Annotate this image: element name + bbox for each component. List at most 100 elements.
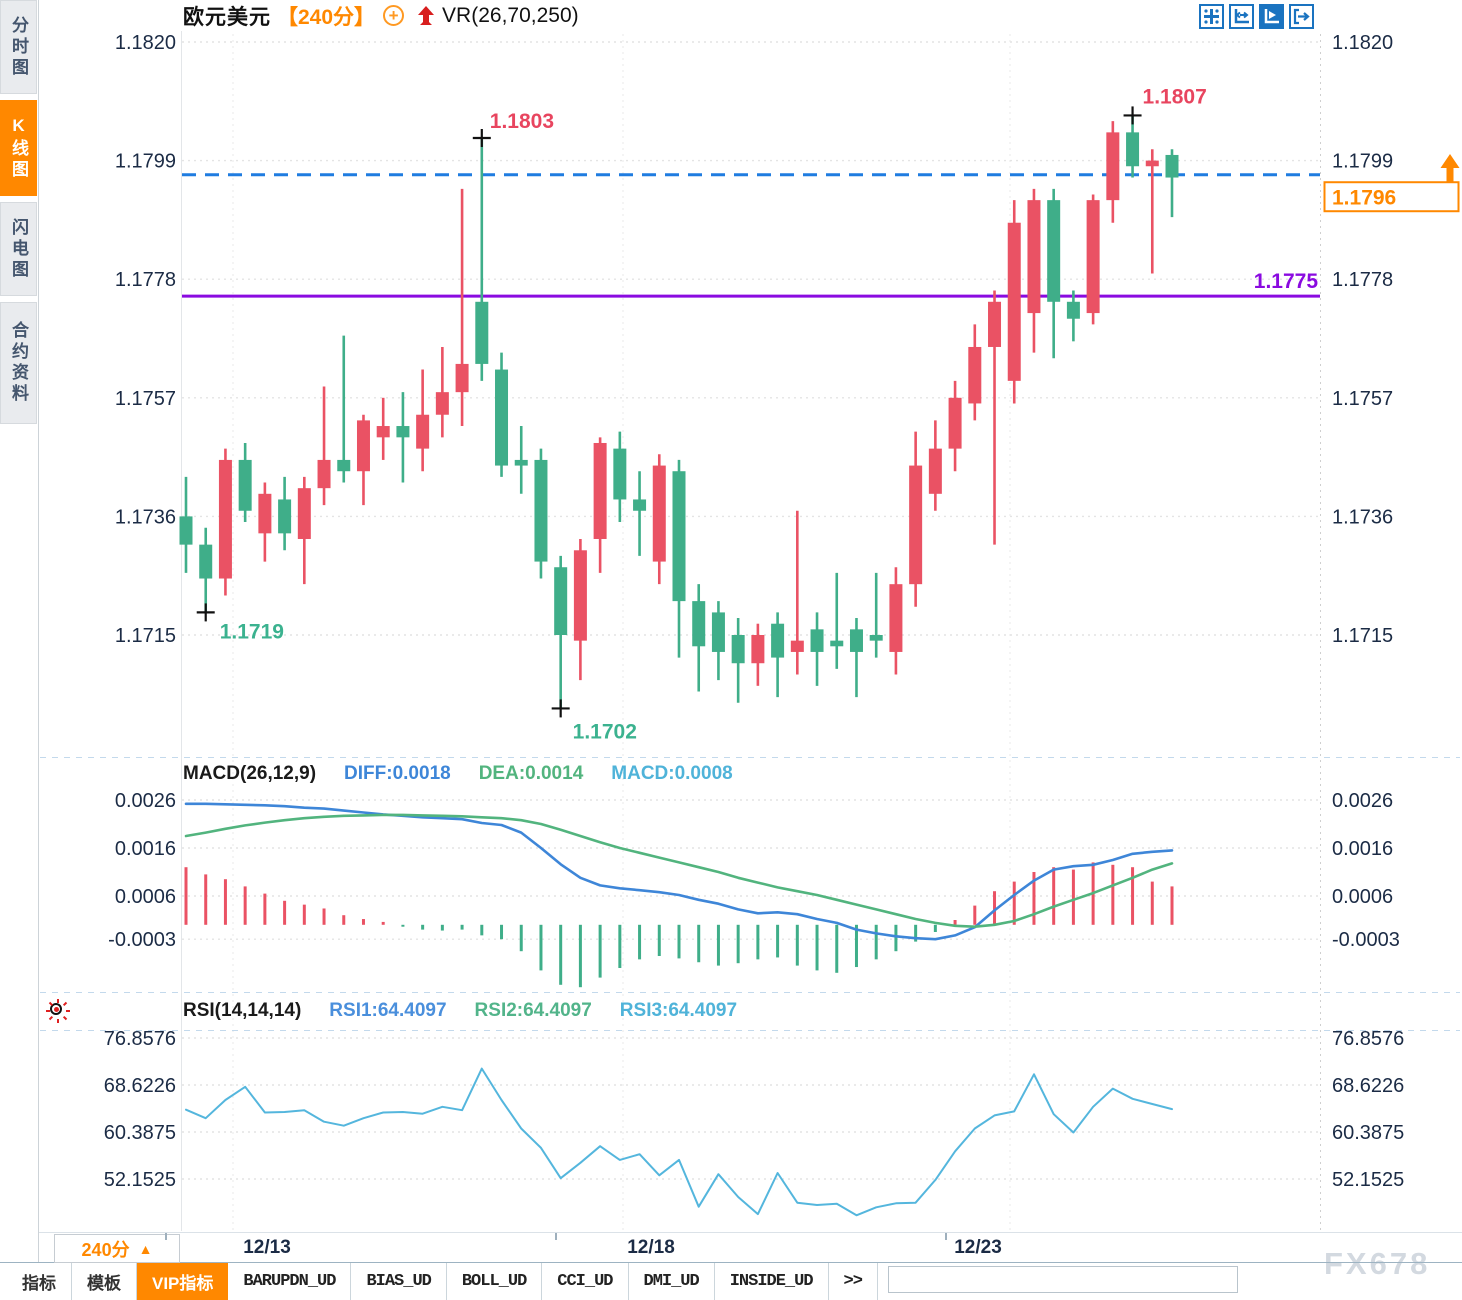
price-tick-right: 1.1799 — [1332, 151, 1393, 173]
sun-ray — [48, 1015, 54, 1021]
chart-header: 欧元美元 【240分】 + VR(26,70,250) — [38, 0, 1462, 31]
macd-tick-right: -0.0003 — [1332, 929, 1400, 951]
candle-body — [573, 550, 587, 641]
macd-legend: MACD(26,12,9) DIFF:0.0018 DEA:0.0014 MACD:0… — [183, 763, 733, 785]
x-axis-tick — [945, 1233, 947, 1240]
candle-body — [396, 426, 410, 438]
rsi-title: RSI(14,14,14) — [183, 1000, 302, 1021]
sun-ray — [46, 1010, 50, 1012]
indicator-tab-vip-[interactable]: VIP指标 — [137, 1263, 229, 1300]
rsi-tick-right: 68.6226 — [1332, 1075, 1404, 1097]
crosshair-icon[interactable] — [1199, 4, 1224, 29]
sidebar-tab-3[interactable]: 合约资料 — [0, 302, 37, 424]
price-tick-right: 1.1736 — [1332, 506, 1393, 528]
chart-canvas[interactable]: 1.1820 1.1820 1.1799 1.1799 1.1778 1.1778 1.17… — [0, 0, 1462, 1232]
candle-body — [258, 493, 272, 534]
candle-body — [790, 640, 804, 652]
rsi-line — [185, 1067, 1173, 1217]
candle-body — [988, 301, 1002, 347]
sidebar-tab-0[interactable]: 分时图 — [0, 0, 37, 94]
price-tick-right: 1.1820 — [1332, 32, 1393, 54]
candle-body — [751, 635, 765, 664]
candle-body — [199, 544, 213, 579]
annotation-label: 1.1807 — [1143, 85, 1207, 108]
macd-tick-left: -0.0003 — [108, 929, 176, 951]
trend-play-icon[interactable] — [1259, 4, 1284, 29]
price-tick-left: 1.1736 — [115, 506, 176, 528]
macd-tick-right: 0.0016 — [1332, 838, 1393, 860]
macd-tick-left: 0.0006 — [115, 886, 176, 908]
indicator-tab-dmi-ud[interactable]: DMI_UD — [629, 1263, 715, 1300]
sun-ray — [62, 1015, 68, 1021]
candle-body — [278, 499, 292, 534]
export-chart-icon[interactable] — [1289, 4, 1314, 29]
rsi-value-0: RSI1:64.4097 — [329, 1000, 447, 1021]
macd-histogram — [184, 862, 1174, 988]
candle-body — [613, 448, 627, 500]
indicator-search-box[interactable] — [887, 1266, 1238, 1293]
vr-indicator-label: VR(26,70,250) — [442, 3, 579, 27]
candle-body — [495, 369, 509, 466]
price-tick-left: 1.1757 — [115, 388, 176, 410]
rsi-tick-left: 68.6226 — [104, 1075, 176, 1097]
sun-dot — [54, 1007, 59, 1012]
indicator-tab-boll-ud[interactable]: BOLL_UD — [447, 1263, 543, 1300]
indicator-tab-barupdn-ud[interactable]: BARUPDN_UD — [228, 1263, 352, 1300]
indicator-tab-inside-ud[interactable]: INSIDE_UD — [715, 1263, 829, 1300]
candle-body — [672, 471, 686, 602]
annotation-label: 1.1803 — [490, 110, 554, 133]
price-marker-value: 1.1796 — [1332, 187, 1396, 210]
sidebar: 分时图 K线图闪电图合约资料 — [0, 0, 39, 1262]
sidebar-tab-2[interactable]: 闪电图 — [0, 202, 37, 296]
timeframe-selector[interactable]: 240分 ▲ — [54, 1234, 180, 1263]
price-marker-arrow-icon — [1440, 154, 1460, 183]
timeframe-label[interactable]: 【240分】 — [277, 5, 376, 29]
macd-tick-right: 0.0006 — [1332, 886, 1393, 908]
axis-scale-icon[interactable] — [1229, 4, 1254, 29]
indicator-tab-bias-ud[interactable]: BIAS_UD — [351, 1263, 447, 1300]
candle-body — [731, 635, 745, 664]
candle-body — [435, 392, 449, 415]
candle-body — [1027, 200, 1041, 314]
candle-body — [948, 397, 962, 449]
sun-ring — [50, 1003, 62, 1015]
candle-body — [317, 459, 331, 489]
rsi-tick-left: 76.8576 — [104, 1028, 176, 1050]
sidebar-tab-1[interactable]: K线图 — [0, 100, 37, 196]
indicator-tab--[interactable]: 指标 — [0, 1263, 72, 1300]
candle-body — [711, 612, 725, 652]
candle-body — [356, 420, 370, 472]
timeframe-value: 240分 — [81, 1239, 130, 1260]
candle-body — [554, 567, 568, 635]
candle-body — [1126, 132, 1140, 167]
macd-value-1: DEA:0.0014 — [478, 763, 584, 784]
candle-body — [238, 459, 252, 511]
price-tick-right: 1.1757 — [1332, 388, 1393, 410]
macd-value-2: MACD:0.0008 — [611, 763, 733, 784]
support-label: 1.1775 — [1254, 270, 1319, 293]
candle-body — [1047, 200, 1061, 302]
price-tick-left: 1.1799 — [115, 151, 176, 173]
add-compare-icon[interactable]: + — [383, 5, 405, 26]
rsi-tick-left: 52.1525 — [104, 1169, 176, 1191]
candle-body — [810, 629, 824, 652]
candle-body — [179, 516, 193, 545]
candle-body — [1145, 160, 1159, 167]
annotation-1.1719: 1.1719 — [196, 603, 284, 643]
rsi-tick-left: 60.3875 — [104, 1122, 176, 1144]
diff-line — [184, 802, 1174, 941]
indicator-tab--[interactable]: 模板 — [72, 1263, 137, 1300]
indicator-settings-icon[interactable] — [46, 999, 70, 1023]
candle-body — [297, 488, 311, 539]
candle-body — [633, 499, 647, 511]
price-tick-right: 1.1715 — [1332, 625, 1393, 647]
indicator-tab--[interactable]: >> — [829, 1263, 878, 1300]
macd-tick-left: 0.0016 — [115, 838, 176, 860]
x-axis-tick — [555, 1233, 557, 1240]
candle-body — [652, 465, 666, 562]
candles — [179, 115, 1179, 709]
price-marker: 1.1796 — [1323, 154, 1460, 213]
candle-body — [455, 363, 469, 393]
indicator-tab-cci-ud[interactable]: CCI_UD — [542, 1263, 629, 1300]
